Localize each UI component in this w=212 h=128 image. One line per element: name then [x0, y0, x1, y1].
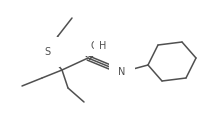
- Text: O: O: [90, 41, 98, 51]
- Text: N: N: [118, 67, 126, 77]
- Text: H: H: [99, 41, 106, 51]
- Text: S: S: [44, 47, 50, 57]
